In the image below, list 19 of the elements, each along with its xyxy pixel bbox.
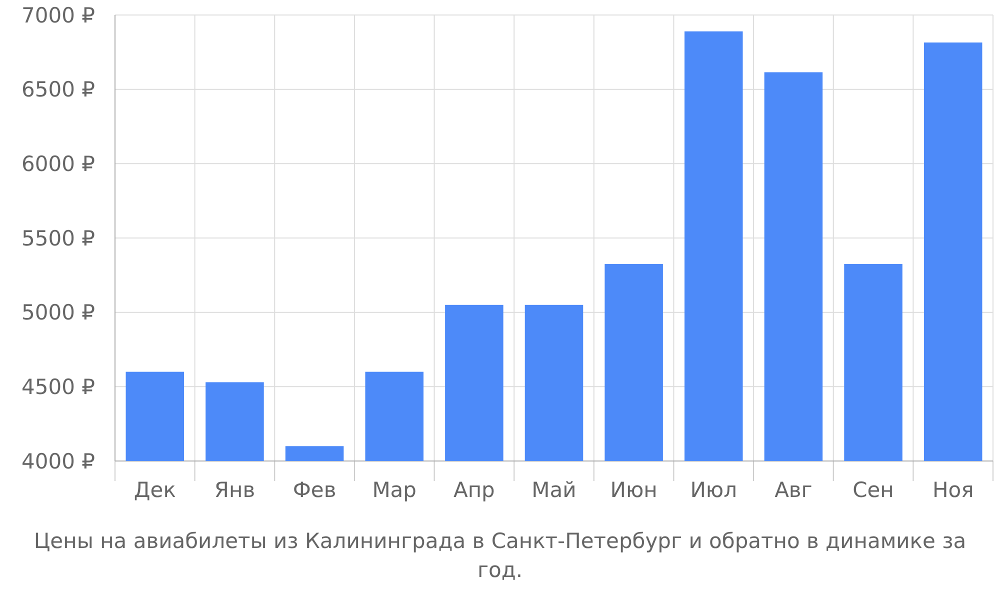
x-tick-label: Фев: [292, 478, 336, 502]
x-tick-label: Май: [532, 478, 576, 502]
y-tick-label: 4000 ₽: [22, 449, 95, 474]
y-tick-label: 6500 ₽: [22, 78, 95, 102]
y-tick-label: 5000 ₽: [22, 300, 95, 325]
x-tick-label: Авг: [774, 478, 812, 502]
x-tick-label: Июл: [690, 478, 738, 502]
x-tick-label: Апр: [453, 478, 495, 502]
y-tick-label: 6000 ₽: [22, 152, 95, 176]
y-tick-label: 4500 ₽: [22, 375, 95, 400]
y-tick-label: 5500 ₽: [22, 226, 95, 250]
x-tick-label: Сен: [852, 478, 894, 502]
x-tick-label: Ноя: [932, 478, 974, 502]
x-tick-label: Июн: [610, 478, 658, 502]
x-tick-label: Мар: [372, 478, 417, 502]
x-tick-label: Янв: [214, 478, 256, 502]
y-tick-label: 7000 ₽: [22, 3, 95, 28]
x-tick-label: Дек: [134, 478, 176, 502]
text: Цены на авиабилеты из Калининграда в Санкт-Петербург и обратно в динамике за год.: [34, 529, 966, 582]
